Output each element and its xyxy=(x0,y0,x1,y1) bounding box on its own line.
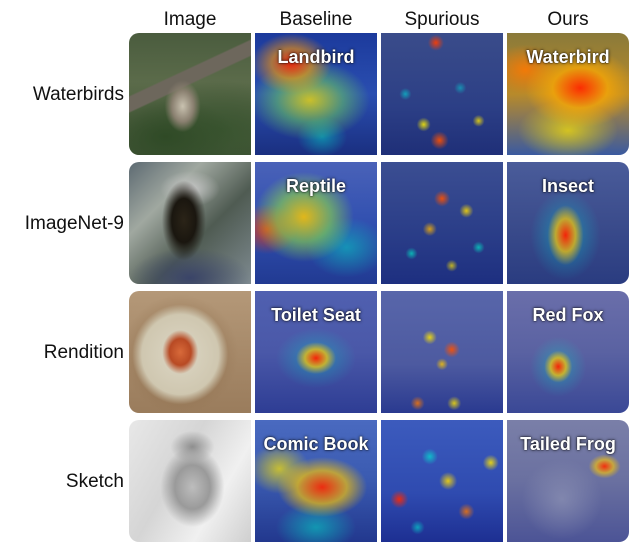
row-label-sketch: Sketch xyxy=(65,471,124,492)
row-label-waterbirds: Waterbirds xyxy=(32,84,124,105)
row-label-rendition: Rendition xyxy=(43,342,124,363)
baseline-heatmap: Comic Book xyxy=(255,420,377,542)
ours-heatmap: Red Fox xyxy=(507,291,629,413)
baseline-prediction-label: Toilet Seat xyxy=(271,305,361,325)
column-header-baseline: Baseline xyxy=(279,9,353,30)
ours-prediction-label: Red Fox xyxy=(532,305,604,325)
ours-heatmap: Insect xyxy=(507,162,629,284)
baseline-prediction-label: Landbird xyxy=(277,47,355,67)
figure-row-sketch: Comic Book Tailed Frog xyxy=(129,420,629,542)
figure-row-rendition: Toilet Seat Red Fox xyxy=(129,291,629,413)
input-image-waterbird xyxy=(129,33,251,155)
ours-prediction-label: Tailed Frog xyxy=(520,434,616,454)
baseline-prediction-label: Reptile xyxy=(285,176,346,196)
figure-row-waterbirds: Landbird Waterbird xyxy=(129,33,629,155)
spurious-heatmap xyxy=(381,33,503,155)
spurious-heatmap xyxy=(381,162,503,284)
ours-heatmap: Waterbird xyxy=(507,33,629,155)
ours-prediction-label: Waterbird xyxy=(526,47,610,67)
input-image-fox-embroidery xyxy=(129,291,251,413)
spurious-heatmap xyxy=(381,291,503,413)
spurious-heatmap xyxy=(381,420,503,542)
figure-row-imagenet9: Reptile Insect xyxy=(129,162,629,284)
baseline-heatmap: Reptile xyxy=(255,162,377,284)
input-image-insect xyxy=(129,162,251,284)
column-header-ours: Ours xyxy=(547,9,589,30)
input-image-frog-sketch xyxy=(129,420,251,542)
baseline-prediction-label: Comic Book xyxy=(263,434,369,454)
ours-prediction-label: Insect xyxy=(541,176,595,196)
column-header-image: Image xyxy=(163,9,217,30)
baseline-heatmap: Landbird xyxy=(255,33,377,155)
baseline-heatmap: Toilet Seat xyxy=(255,291,377,413)
ours-heatmap: Tailed Frog xyxy=(507,420,629,542)
column-header-spurious: Spurious xyxy=(404,9,480,30)
row-label-imagenet9: ImageNet-9 xyxy=(24,213,124,234)
